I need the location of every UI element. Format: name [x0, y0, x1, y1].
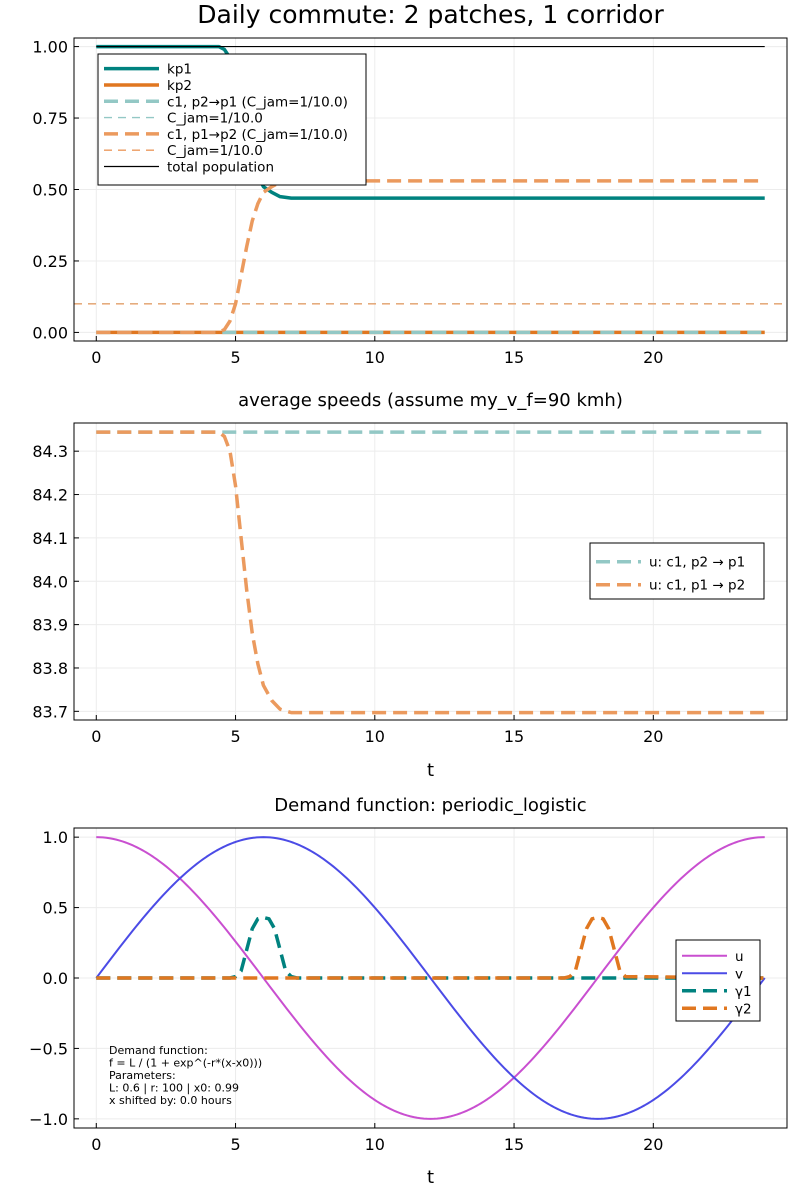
series-line-2-2	[96, 430, 765, 715]
y-tick-label: 0.00	[32, 323, 68, 342]
legend-box	[589, 542, 765, 600]
y-tick-label: 84.1	[32, 529, 68, 548]
x-tick-label: 20	[643, 1135, 663, 1154]
x-tick-label: 10	[365, 1135, 385, 1154]
y-tick-label: 0.0	[43, 969, 68, 988]
legend-label: c1, p2→p1 (C_jam=1/10.0)	[167, 94, 348, 110]
y-tick-label: −0.5	[29, 1039, 68, 1058]
y-tick-label: 83.8	[32, 659, 68, 678]
legend-label: C_jam=1/10.0	[167, 143, 263, 159]
y-tick-label: 1.0	[43, 828, 68, 847]
annotation-line: f = L / (1 + exp^(-r*(x-x0)))	[109, 1057, 262, 1070]
y-tick-label: 84.2	[32, 486, 68, 505]
y-tick-label: 83.9	[32, 616, 68, 635]
x-tick-label: 20	[643, 727, 663, 746]
legend-label: u: c1, p1 → p2	[649, 578, 745, 594]
series-line-3-4	[96, 915, 765, 980]
grid	[74, 423, 787, 720]
panel-daily-commute: Daily commute: 2 patches, 1 corridor 0 5 10…	[32, 0, 788, 367]
plot-area	[74, 44, 787, 335]
x-tick-label: 5	[230, 1135, 240, 1154]
legend-label: kp1	[167, 62, 192, 78]
y-tick-label: 1.00	[32, 38, 68, 57]
annotation: Demand function:f = L / (1 + exp^(-r*(x-…	[109, 1044, 262, 1107]
x-tick-label: 15	[504, 727, 524, 746]
legend-label: v	[735, 966, 743, 982]
x-tick-label: 10	[365, 727, 385, 746]
legend-label: total population	[167, 159, 274, 175]
annotation-line: x shifted by: 0.0 hours	[109, 1094, 232, 1107]
x-tick-label: 0	[91, 727, 101, 746]
plot-area	[96, 430, 765, 715]
x-tick-label: 5	[230, 348, 240, 367]
legend-label: γ2	[735, 1001, 752, 1017]
y-tick-label: 84.0	[32, 572, 68, 591]
y-tick-label: 0.25	[32, 252, 68, 271]
annotation-line: Parameters:	[109, 1069, 176, 1082]
y-tick-label: 0.5	[43, 899, 68, 918]
series-line-3-3	[96, 915, 765, 980]
y-tick-label: −1.0	[29, 1110, 68, 1129]
series-line-3-2	[95, 836, 766, 1120]
series-line-3-1	[96, 836, 765, 1120]
annotation-line: Demand function:	[109, 1044, 208, 1057]
chart-title: Daily commute: 2 patches, 1 corridor	[197, 0, 664, 29]
chart-title: Demand function: periodic_logistic	[274, 795, 586, 816]
legend-box	[97, 53, 367, 186]
x-tick-label: 15	[504, 348, 524, 367]
y-tick-label: 0.75	[32, 109, 68, 128]
x-tick-label: 5	[230, 727, 240, 746]
x-tick-label: 0	[91, 1135, 101, 1154]
chart-title: average speeds (assume my_v_f=90 kmh)	[238, 390, 623, 411]
legend-label: c1, p1→p2 (C_jam=1/10.0)	[167, 127, 348, 143]
x-axis-label: t	[427, 760, 434, 781]
legend-label: u: c1, p2 → p1	[649, 555, 745, 571]
x-tick-label: 10	[365, 348, 385, 367]
panel-average-speeds: average speeds (assume my_v_f=90 kmh) 0 5 1…	[32, 390, 788, 781]
legend: u: c1, p2 → p1 u: c1, p1 → p2	[589, 542, 765, 600]
plot-frame	[73, 422, 788, 721]
y-tick-label: 0.50	[32, 181, 68, 200]
x-tick-label: 0	[91, 348, 101, 367]
annotation-line: L: 0.6 | r: 100 | x0: 0.99	[109, 1082, 239, 1095]
plot-area	[95, 836, 766, 1120]
x-axis-label: t	[427, 1167, 434, 1188]
legend-label: kp2	[167, 78, 192, 94]
y-tick-label: 84.3	[32, 442, 68, 461]
y-tick-label: 83.7	[32, 702, 68, 721]
x-tick-label: 15	[504, 1135, 524, 1154]
series-line-1-5	[96, 179, 765, 335]
legend-label: C_jam=1/10.0	[167, 111, 263, 127]
x-tick-label: 20	[643, 348, 663, 367]
legend-label: γ1	[735, 984, 752, 1000]
legend-label: u	[735, 949, 744, 965]
panel-demand-function: Demand function: periodic_logistic 0 5 10 15…	[29, 795, 788, 1188]
